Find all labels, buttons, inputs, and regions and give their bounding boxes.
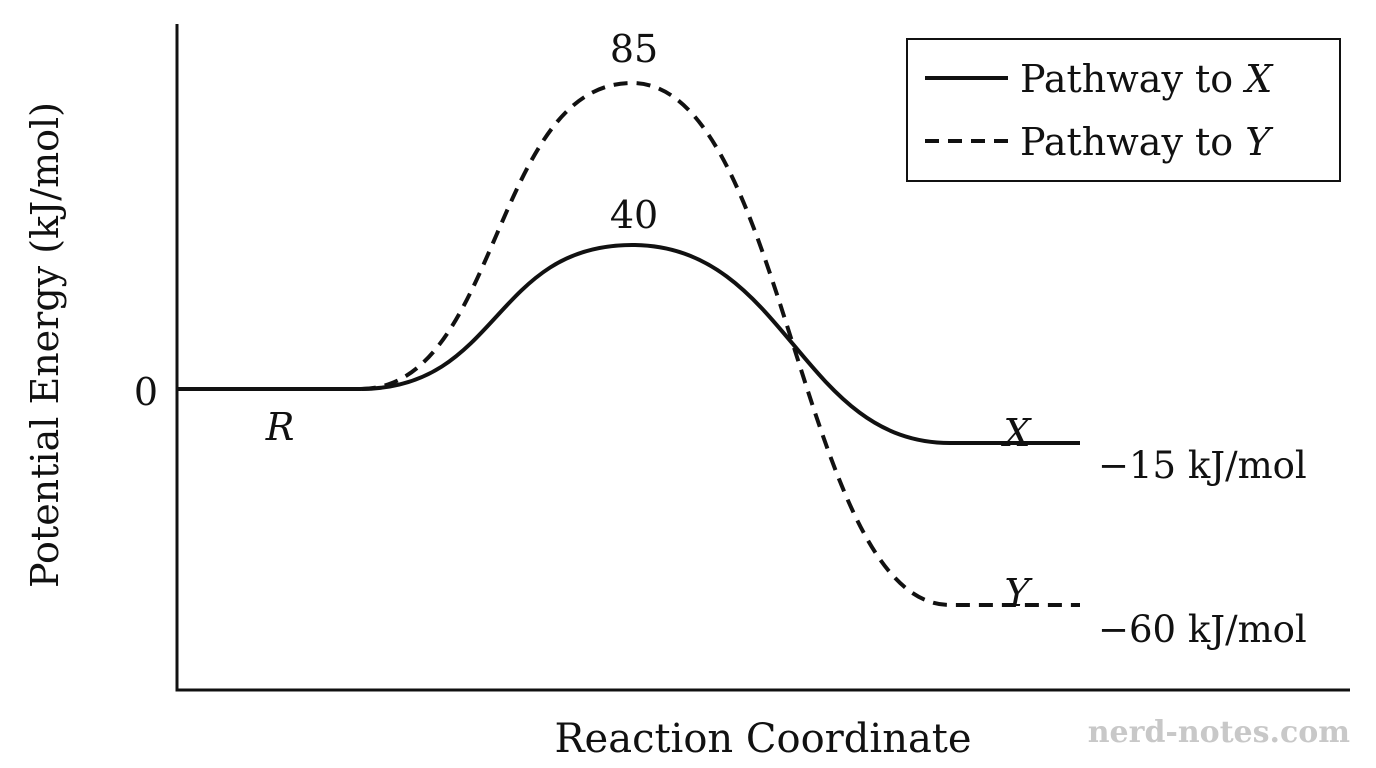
y-tick-label-zero: 0	[134, 370, 158, 414]
product-label-y: Y	[1004, 571, 1033, 615]
x-axis-label: Reaction Coordinate	[554, 716, 971, 762]
legend-entry-y: Pathway to Y	[1020, 120, 1274, 164]
legend-box	[906, 38, 1341, 182]
y-axis-label: Potential Energy (kJ/mol)	[23, 102, 67, 588]
product-label-x: X	[1000, 411, 1032, 455]
legend-entry-x: Pathway to X	[1020, 57, 1274, 101]
pathway-x-curve	[178, 242, 1080, 445]
peak-label-x: 40	[610, 193, 658, 237]
reactant-label: R	[265, 405, 295, 449]
watermark: nerd-notes.com	[1088, 715, 1351, 750]
legend: Pathway to X Pathway to Y	[906, 38, 1341, 182]
product-value-y: −60 kJ/mol	[1098, 608, 1307, 651]
pathway-y-curve	[178, 80, 1080, 607]
product-value-x: −15 kJ/mol	[1098, 444, 1307, 487]
peak-label-y: 85	[610, 27, 658, 71]
